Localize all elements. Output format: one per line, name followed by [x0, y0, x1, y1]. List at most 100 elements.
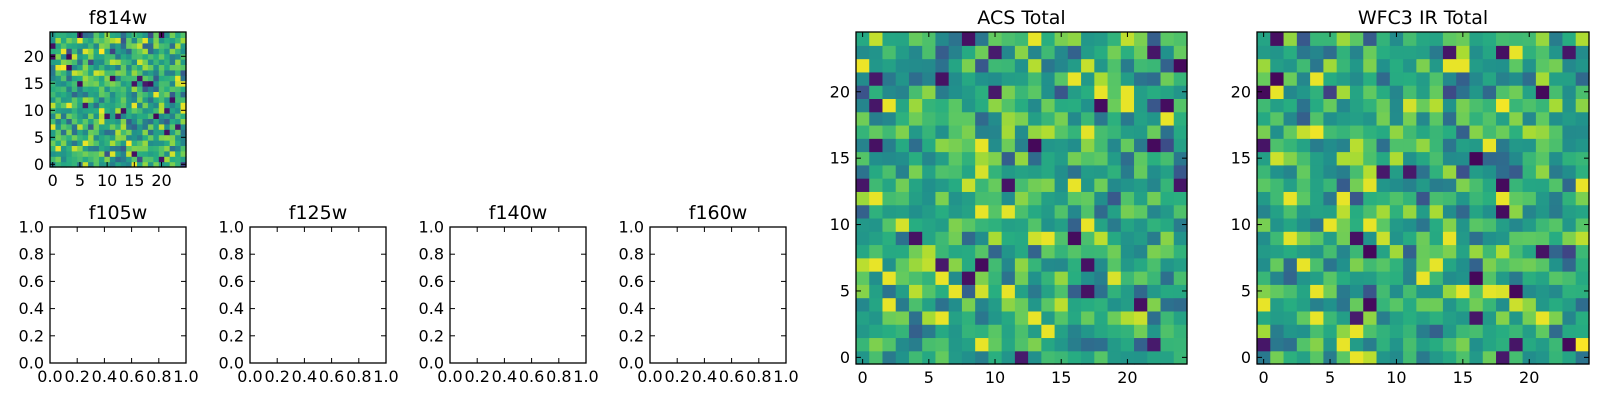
heatmap-cell [882, 284, 897, 299]
heatmap-cell [1160, 324, 1175, 339]
heatmap-cell [1067, 217, 1082, 232]
heatmap-cell [1323, 191, 1338, 206]
heatmap-cell [1147, 337, 1162, 352]
heatmap-cell [1416, 45, 1431, 60]
heatmap-cell [131, 75, 138, 82]
heatmap-cell [1429, 124, 1444, 139]
x-tick-label: 20 [1117, 368, 1137, 387]
heatmap-cell [50, 64, 57, 71]
heatmap-cell [1067, 324, 1082, 339]
heatmap-cell [1376, 204, 1391, 219]
heatmap-cell [88, 156, 95, 163]
heatmap-cell [93, 80, 100, 87]
heatmap-cell [82, 161, 89, 168]
heatmap-cell [935, 45, 950, 60]
heatmap-cell [82, 75, 89, 82]
heatmap-cell [908, 310, 923, 325]
heatmap-cell [1160, 124, 1175, 139]
heatmap-cell [175, 53, 182, 60]
x-tick-label: 0 [858, 368, 868, 387]
x-tick-label: 20 [151, 171, 171, 190]
heatmap-cell [988, 85, 1003, 99]
heatmap-cell [1336, 151, 1351, 166]
heatmap-cell [1270, 244, 1285, 259]
heatmap-cell [158, 53, 165, 60]
heatmap-cell [169, 102, 176, 109]
heatmap-cell [948, 271, 963, 285]
heatmap-cell [975, 257, 989, 272]
heatmap-cell [142, 91, 149, 98]
heatmap-cell [1147, 191, 1162, 206]
heatmap-cell [88, 140, 95, 146]
heatmap-cell [1442, 324, 1457, 339]
heatmap-cell [1389, 85, 1404, 99]
heatmap-cell [1549, 271, 1564, 285]
heatmap-cell [98, 37, 105, 44]
heatmap-cell [55, 140, 62, 146]
heatmap-cell [50, 150, 57, 157]
heatmap-cell [50, 118, 57, 125]
heatmap-cell [50, 129, 57, 136]
heatmap-cell [93, 64, 100, 71]
axes-frame [855, 31, 1188, 365]
heatmap-cell [175, 156, 182, 163]
heatmap-cell [1147, 257, 1162, 272]
heatmap-cell [66, 86, 73, 92]
heatmap-cell [1054, 297, 1069, 312]
heatmap-cell [1442, 310, 1457, 325]
heatmap-cell [1496, 85, 1510, 99]
heatmap-cell [1416, 191, 1431, 206]
heatmap-cell [869, 138, 884, 153]
heatmap-cell [908, 337, 923, 352]
heatmap-cell [1482, 337, 1497, 352]
y-tick-label: 10 [24, 101, 44, 120]
heatmap-cell [948, 257, 963, 272]
heatmap-cell [180, 75, 187, 82]
heatmap-cell [1336, 85, 1351, 99]
heatmap-cell [1041, 85, 1056, 99]
heatmap-cell [1403, 71, 1417, 86]
heatmap-cell [1041, 71, 1056, 86]
heatmap-cell [961, 45, 976, 60]
heatmap-cell [82, 140, 89, 146]
heatmap-cell [126, 123, 133, 130]
x-tick-label: 0.4 [92, 367, 117, 386]
heatmap-cell [1323, 204, 1338, 219]
heatmap-cell [175, 145, 182, 152]
heatmap-cell [1562, 98, 1577, 113]
heatmap-cell [1323, 178, 1338, 192]
x-tick-label: 5 [1325, 368, 1335, 387]
heatmap-cell [169, 86, 176, 92]
heatmap-cell [1001, 164, 1016, 179]
heatmap-cell [1376, 191, 1391, 206]
heatmap-cell [109, 134, 116, 141]
heatmap-cell [1389, 98, 1404, 113]
heatmap-cell [1535, 178, 1550, 192]
heatmap-cell [142, 80, 149, 87]
heatmap-cell [1496, 231, 1510, 246]
heatmap-cell [153, 64, 160, 71]
x-tick-label: 0.4 [692, 367, 717, 386]
heatmap-cell [71, 123, 78, 130]
heatmap-cell [895, 71, 910, 86]
heatmap-cell [882, 217, 897, 232]
heatmap-cell [869, 164, 884, 179]
heatmap-cell [50, 59, 57, 65]
heatmap-cell [948, 244, 963, 259]
heatmap-cell [98, 48, 105, 55]
heatmap-cell [1054, 271, 1069, 285]
heatmap-cell [1107, 71, 1122, 86]
heatmap-cell [158, 150, 165, 157]
heatmap-cell [115, 86, 122, 92]
heatmap-cell [1469, 350, 1484, 365]
heatmap-cell [153, 48, 160, 55]
heatmap-cell [1509, 124, 1524, 139]
heatmap-cell [961, 178, 976, 192]
heatmap-cell [1535, 204, 1550, 219]
heatmap-cell [975, 45, 989, 60]
heatmap-cell [935, 297, 950, 312]
heatmap-cell [1270, 324, 1285, 339]
heatmap-cell [1067, 85, 1082, 99]
heatmap-cell [98, 64, 105, 71]
